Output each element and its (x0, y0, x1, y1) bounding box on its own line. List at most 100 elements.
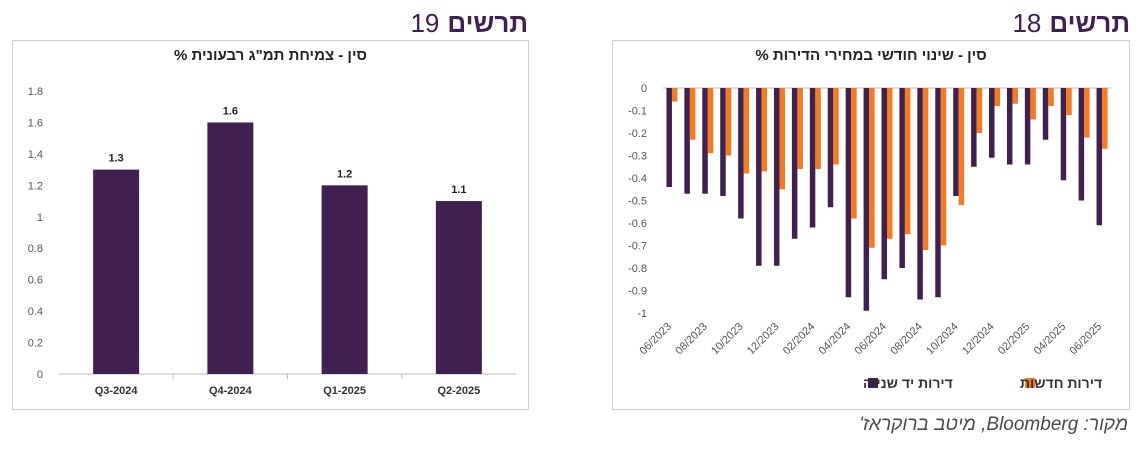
new-homes-bar (1102, 88, 1108, 149)
legend-swatch-secondhand (868, 378, 878, 388)
data-label: 1.3 (108, 153, 123, 165)
y-tick-label: -0.6 (628, 218, 647, 230)
new-homes-bar (797, 88, 803, 169)
new-homes-bar (1066, 88, 1072, 115)
y-tick-label: -0.7 (628, 241, 647, 253)
secondhand-bar (971, 88, 977, 167)
legend-swatch-new (1025, 378, 1035, 388)
figure-18-heading: תרשים18 (1012, 8, 1130, 39)
gdp-growth-chart-panel: סין - צמיחת תמ"ג רבעונית % 0 0.2 0.4 0.6 0.8… (12, 40, 529, 410)
x-tick-label: 06/2024 (853, 321, 890, 358)
secondhand-bar (738, 88, 744, 219)
y-tick-label: 1 (37, 212, 43, 224)
x-tick-label: 08/2023 (673, 321, 710, 358)
y-tick-label: 0.2 (28, 338, 43, 350)
new-homes-bar (1048, 88, 1054, 106)
secondhand-bar (917, 88, 923, 300)
secondhand-bar (1042, 88, 1049, 140)
x-category-label: Q1-2025 (323, 385, 366, 397)
secondhand-bar (1060, 88, 1067, 181)
x-tick-label: 12/2024 (960, 321, 997, 358)
gdp-growth-chart: 0 0.2 0.4 0.6 0.8 1 1.2 1.4 1.6 1.8 1.3 Q3-2024 1.6 Q… (28, 86, 516, 397)
new-homes-bar (689, 88, 696, 140)
new-homes-bar (1012, 88, 1018, 104)
y-tick-label: -0.3 (628, 151, 647, 163)
secondhand-bar (1078, 88, 1085, 201)
y-tick-label: -0.1 (628, 106, 647, 118)
figure-18-word: תרשים (1049, 8, 1130, 38)
housing-prices-chart: 0-0.1-0.2-0.3-0.4-0.5-0.6-0.7-0.8-0.9-10… (628, 83, 1111, 391)
secondhand-bar (989, 88, 995, 158)
y-tick-label: 1.4 (28, 149, 43, 161)
secondhand-bar (791, 88, 798, 239)
x-tick-label: 04/2024 (817, 321, 854, 358)
legend-label-secondhand: דירות יד שנייה (863, 375, 953, 391)
y-tick-label: 0.6 (28, 275, 43, 287)
figure-19-heading: תרשים19 (410, 8, 528, 39)
housing-chart-title: סין - שינוי חודשי במחירי הדירות % (755, 47, 987, 64)
y-tick-label: -0.5 (628, 196, 647, 208)
y-tick-label: 1.6 (28, 117, 43, 129)
y-tick-label: 1.8 (28, 86, 43, 98)
new-homes-bar (904, 88, 911, 235)
secondhand-bar (827, 88, 834, 208)
new-homes-bar (833, 88, 839, 165)
x-tick-label: 10/2023 (709, 321, 746, 358)
new-homes-bar (779, 88, 785, 190)
secondhand-bar (881, 88, 887, 280)
new-homes-bar (707, 88, 714, 154)
secondhand-bar (1006, 88, 1013, 165)
x-tick-label: 12/2023 (745, 321, 782, 358)
y-tick-label: -0.8 (628, 263, 647, 275)
new-homes-bar (1084, 88, 1090, 138)
secondhand-bar (702, 88, 708, 194)
secondhand-bar (845, 88, 852, 298)
new-homes-bar (994, 88, 1001, 106)
new-homes-bar (1030, 88, 1036, 120)
secondhand-bar (666, 88, 672, 187)
housing-prices-chart-panel: סין - שינוי חודשי במחירי הדירות % 0 -0.1 -… (612, 40, 1130, 410)
new-homes-bar (671, 88, 678, 102)
new-homes-bar (940, 88, 947, 246)
x-tick-label: 10/2024 (924, 321, 961, 358)
gdp-bar (435, 201, 482, 374)
source-note: מקור: Bloomberg, מיטב ברוקראז' (859, 414, 1128, 435)
data-label: 1.6 (223, 105, 238, 117)
new-homes-bar (815, 88, 821, 169)
x-tick-label: 02/2024 (781, 321, 818, 358)
secondhand-bar (720, 88, 726, 196)
x-tick-label: 02/2025 (996, 321, 1033, 358)
secondhand-bar (684, 88, 690, 194)
y-tick-label: -0.4 (628, 173, 647, 185)
figure-18-number: 18 (1012, 8, 1042, 38)
secondhand-bar (1024, 88, 1031, 165)
secondhand-bar (773, 88, 780, 266)
y-tick-label: 0.8 (28, 243, 43, 255)
secondhand-bar (756, 88, 762, 266)
secondhand-bar (935, 88, 941, 298)
figure-19-number: 19 (410, 8, 440, 38)
new-homes-bar (958, 88, 965, 205)
y-tick-label: 0 (37, 369, 43, 381)
secondhand-bar (899, 88, 905, 268)
new-homes-bar (976, 88, 983, 133)
y-tick-label: -0.2 (628, 128, 647, 140)
x-tick-label: 06/2025 (1068, 321, 1105, 358)
gdp-bar (93, 169, 140, 374)
secondhand-bar (863, 88, 870, 311)
y-tick-label: 0.4 (28, 306, 43, 318)
x-category-label: Q4-2024 (209, 385, 253, 397)
figure-19-word: תרשים (447, 8, 528, 38)
new-homes-bar (725, 88, 732, 156)
secondhand-bar (809, 88, 816, 228)
x-category-label: Q3-2024 (95, 385, 139, 397)
new-homes-bar (761, 88, 768, 172)
data-label: 1.1 (451, 184, 466, 196)
gdp-bar (207, 122, 254, 374)
y-tick-label: -0.9 (628, 286, 647, 298)
gdp-chart-title: סין - צמיחת תמ"ג רבעונית % (174, 47, 367, 64)
legend-label-new: דירות חדשות (1020, 375, 1102, 391)
y-tick-label: 1.2 (28, 180, 43, 192)
y-tick-label: 0 (641, 83, 647, 95)
secondhand-bar (953, 88, 959, 196)
